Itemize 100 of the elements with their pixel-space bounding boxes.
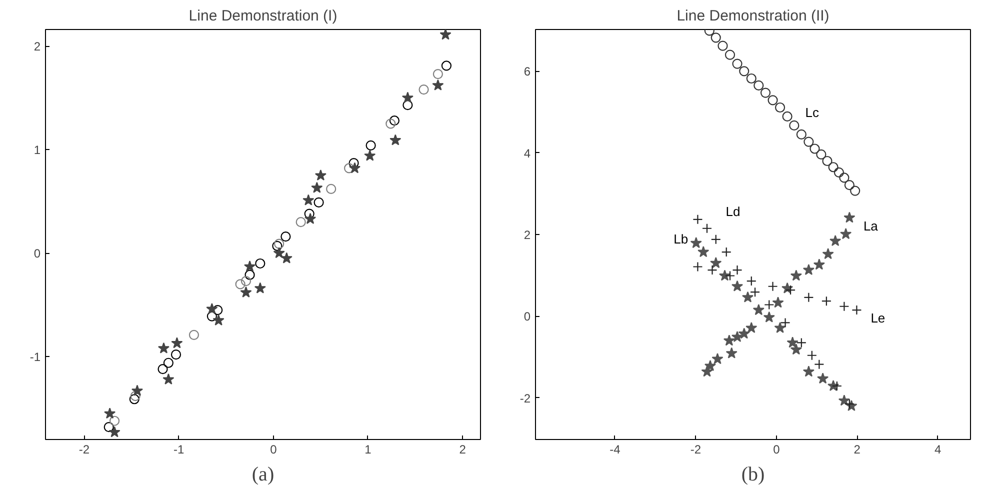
- point: [692, 262, 703, 272]
- point: [692, 214, 703, 224]
- point: [432, 68, 443, 80]
- y-tick-label: 2: [34, 40, 41, 54]
- point: [162, 373, 174, 384]
- point: [366, 140, 376, 150]
- x-tick-label: -2: [690, 442, 702, 456]
- point: [774, 102, 786, 113]
- point: [804, 136, 814, 147]
- point: [104, 422, 114, 432]
- point: [768, 95, 778, 106]
- x-tick-label: 2: [854, 442, 861, 456]
- point: [344, 163, 354, 174]
- point: [130, 390, 140, 402]
- point: [763, 311, 775, 322]
- point: [389, 116, 400, 126]
- point: [710, 234, 721, 244]
- point: [813, 258, 825, 270]
- point: [348, 162, 361, 174]
- point: [296, 217, 306, 228]
- point: [742, 291, 754, 302]
- point: [171, 337, 183, 348]
- point: [724, 50, 736, 60]
- text: (a): [252, 464, 274, 486]
- point: [844, 180, 854, 190]
- point: [364, 150, 376, 161]
- point: [418, 84, 429, 95]
- point: [839, 301, 850, 312]
- point: [206, 302, 218, 314]
- point: [828, 162, 838, 172]
- point: [704, 360, 716, 371]
- x-tick-label: 0: [773, 442, 780, 456]
- x-tick-label: -4: [610, 442, 621, 456]
- point: [255, 258, 266, 269]
- point: [170, 350, 182, 360]
- x-tick-label: 1: [364, 442, 372, 456]
- point: [840, 228, 852, 240]
- point: [816, 149, 826, 160]
- point: [710, 32, 721, 43]
- point: [772, 296, 784, 308]
- point: [690, 237, 702, 248]
- x-tick-label: 4: [934, 442, 942, 456]
- point: [804, 292, 814, 302]
- point: [838, 394, 850, 406]
- point: [796, 129, 806, 140]
- y-tick-label: 6: [524, 64, 531, 79]
- x-tick-label: 2: [459, 442, 466, 456]
- point: [844, 398, 854, 410]
- point: [834, 167, 844, 178]
- point: [432, 79, 444, 90]
- point: [326, 184, 336, 194]
- point: [718, 40, 728, 51]
- y-tick-label: 1: [34, 143, 41, 158]
- point: [802, 366, 814, 377]
- point: [212, 314, 224, 326]
- chart-title: Line Demonstration (II): [676, 8, 830, 24]
- point: [280, 232, 291, 242]
- point: [731, 280, 744, 292]
- point: [273, 247, 285, 258]
- point: [129, 394, 140, 404]
- point: [817, 372, 829, 384]
- y-tick-label: 0: [34, 246, 41, 261]
- y-tick-label: -2: [520, 391, 531, 406]
- point: [109, 416, 120, 426]
- y-tick-label: 2: [524, 228, 531, 242]
- point: [254, 282, 266, 294]
- point: [698, 246, 710, 258]
- point: [802, 264, 814, 276]
- point: [844, 212, 856, 223]
- point: [726, 347, 738, 358]
- point: [235, 279, 246, 290]
- point: [746, 276, 756, 286]
- point: [104, 408, 116, 419]
- point: [206, 311, 217, 322]
- point: [768, 281, 778, 292]
- point: [314, 197, 324, 208]
- x-tick-label: 0: [270, 442, 278, 456]
- point: [760, 88, 771, 98]
- x-tick-label: -1: [174, 442, 184, 456]
- point: [718, 270, 731, 281]
- point: [810, 144, 820, 154]
- point: [839, 172, 850, 183]
- series-label: Lb: [674, 232, 688, 247]
- point: [302, 194, 314, 206]
- point: [390, 134, 402, 146]
- point: [746, 322, 758, 334]
- point: [752, 304, 764, 316]
- point: [402, 100, 413, 110]
- point: [782, 111, 792, 122]
- point: [441, 60, 452, 71]
- point: [822, 248, 834, 260]
- point: [785, 284, 796, 296]
- x-tick-label: -2: [78, 442, 90, 456]
- series-label: Ld: [726, 204, 740, 219]
- point: [790, 344, 802, 355]
- point: [440, 30, 452, 40]
- point: [402, 92, 414, 103]
- point: [814, 359, 824, 370]
- point: [707, 264, 718, 276]
- point: [304, 212, 316, 224]
